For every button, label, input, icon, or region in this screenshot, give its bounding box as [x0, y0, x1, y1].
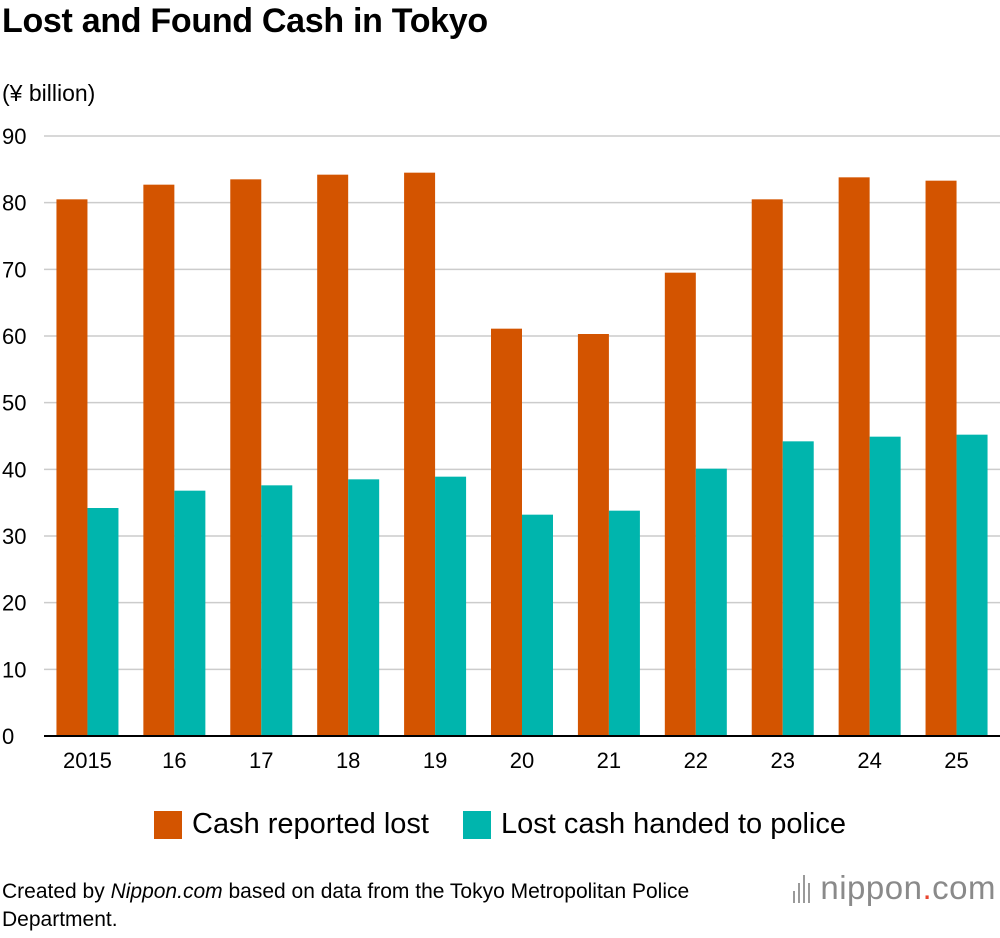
- legend-item-cash-reported-lost: Cash reported lost: [154, 808, 429, 841]
- x-tick-label: 22: [684, 748, 708, 773]
- x-tick-label: 25: [944, 748, 968, 773]
- source-site: Nippon.com: [110, 880, 223, 903]
- bar-cash-handed-to-police: [695, 468, 727, 736]
- x-tick-label: 16: [162, 748, 186, 773]
- bar-cash-handed-to-police: [261, 485, 293, 736]
- bar-cash-reported-lost: [491, 328, 522, 736]
- y-tick-label: 40: [2, 457, 26, 482]
- legend-item-cash-handed-to-police: Lost cash handed to police: [462, 808, 846, 841]
- y-tick-label: 80: [2, 191, 26, 216]
- x-tick-label: 21: [597, 748, 621, 773]
- bar-cash-reported-lost: [751, 199, 783, 737]
- logo-bars-icon: [793, 873, 811, 903]
- y-tick-label: 60: [2, 324, 26, 349]
- source-note: Created by Nippon.com based on data from…: [2, 880, 690, 931]
- legend-swatch-orange: [154, 810, 182, 839]
- bar-cash-handed-to-police: [782, 441, 814, 736]
- bar-cash-reported-lost: [56, 199, 88, 737]
- bar-cash-handed-to-police: [348, 479, 380, 736]
- y-tick-label: 30: [2, 524, 26, 549]
- bar-cash-reported-lost: [317, 174, 349, 736]
- nippon-com-logo: nippon.com: [793, 869, 996, 907]
- logo-text: nippon.com: [820, 869, 996, 906]
- bar-cash-handed-to-police: [435, 476, 467, 736]
- legend-swatch-teal: [462, 810, 491, 839]
- y-tick-label: 0: [2, 724, 14, 749]
- x-tick-label: 20: [510, 748, 534, 773]
- bar-cash-reported-lost: [577, 334, 609, 736]
- legend-label: Lost cash handed to police: [500, 808, 846, 840]
- x-tick-label: 19: [423, 748, 447, 773]
- bar-cash-reported-lost: [230, 179, 262, 737]
- x-tick-label: 2015: [63, 748, 112, 773]
- bar-cash-handed-to-police: [87, 508, 119, 736]
- y-tick-label: 10: [2, 657, 26, 682]
- bar-cash-reported-lost: [143, 184, 175, 736]
- bar-chart: 0 10 20 30 40 50 60 70 80 90 2015 16 17 18 19 20 21 22 23 2…: [2, 124, 1000, 773]
- bar-cash-reported-lost: [664, 272, 696, 736]
- legend-label: Cash reported lost: [192, 808, 429, 840]
- bar-cash-handed-to-police: [522, 514, 553, 736]
- bar-cash-handed-to-police: [608, 510, 640, 736]
- bar-cash-handed-to-police: [869, 436, 901, 736]
- y-tick-label: 50: [2, 391, 26, 416]
- chart-legend: Cash reported lost Lost cash handed to p…: [0, 808, 1000, 841]
- y-tick-label: 90: [2, 124, 26, 149]
- bar-cash-handed-to-police: [174, 490, 206, 736]
- x-tick-label: 17: [249, 748, 273, 773]
- bar-cash-reported-lost: [404, 172, 436, 736]
- x-tick-label: 24: [857, 748, 881, 773]
- chart-title: Lost and Found Cash in Tokyo: [2, 2, 488, 40]
- y-axis-unit-label: (¥ billion): [2, 80, 96, 106]
- bar-cash-handed-to-police: [956, 434, 988, 736]
- bar-cash-reported-lost: [838, 177, 870, 737]
- bar-cash-reported-lost: [925, 180, 957, 736]
- y-tick-label: 20: [2, 591, 26, 616]
- y-tick-label: 70: [2, 257, 26, 282]
- x-tick-label: 23: [770, 748, 794, 773]
- x-tick-label: 18: [336, 748, 360, 773]
